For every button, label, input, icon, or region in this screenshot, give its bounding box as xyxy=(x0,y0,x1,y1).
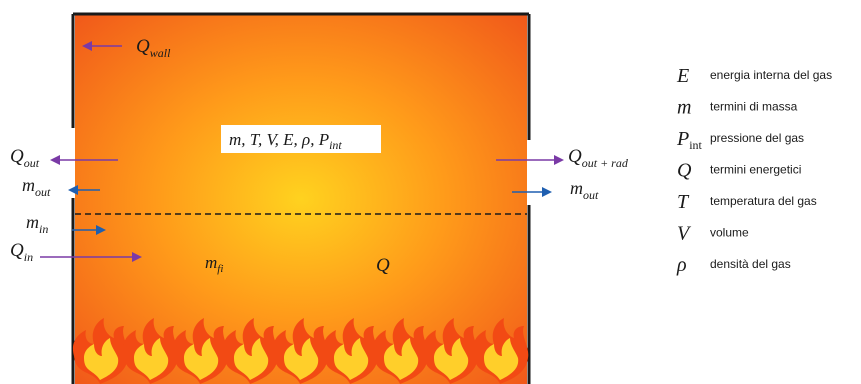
legend-row: Pint pressione del gas xyxy=(676,128,804,152)
q-out-left-label: Qout xyxy=(10,146,40,170)
legend-row: m termini di massa xyxy=(677,97,798,119)
legend-description: pressione del gas xyxy=(710,131,804,145)
state-variables-label: m, T, V, E, ρ, Pint xyxy=(229,130,342,152)
legend-description: energia interna del gas xyxy=(710,68,832,82)
q-in-label: Qin xyxy=(10,240,33,264)
q-wall-label: Qwall xyxy=(136,36,171,60)
m-fi-label: mfi xyxy=(205,253,223,275)
m-out-right-label: mout xyxy=(570,178,599,202)
m-in-label: min xyxy=(26,212,48,236)
q-center-label: Q xyxy=(376,255,390,276)
legend-symbol: Pint xyxy=(676,128,703,152)
legend-description: temperatura del gas xyxy=(710,194,817,208)
m-out-left-label: mout xyxy=(22,175,51,199)
legend-symbol: T xyxy=(677,191,690,213)
legend-symbol: Q xyxy=(677,160,692,182)
legend-row: ρ densità del gas xyxy=(676,254,791,276)
state-variables-box xyxy=(221,125,381,153)
legend-symbol: ρ xyxy=(676,254,687,276)
legend-symbol: m xyxy=(677,97,691,119)
legend-description: termini di massa xyxy=(710,100,798,114)
legend-description: densità del gas xyxy=(710,257,791,271)
legend-description: termini energetici xyxy=(710,163,801,177)
legend-symbol: E xyxy=(676,65,689,87)
legend-symbol: V xyxy=(677,223,692,245)
q-out-rad-label: Qout + rad xyxy=(568,146,629,170)
legend-description: volume xyxy=(710,226,749,240)
